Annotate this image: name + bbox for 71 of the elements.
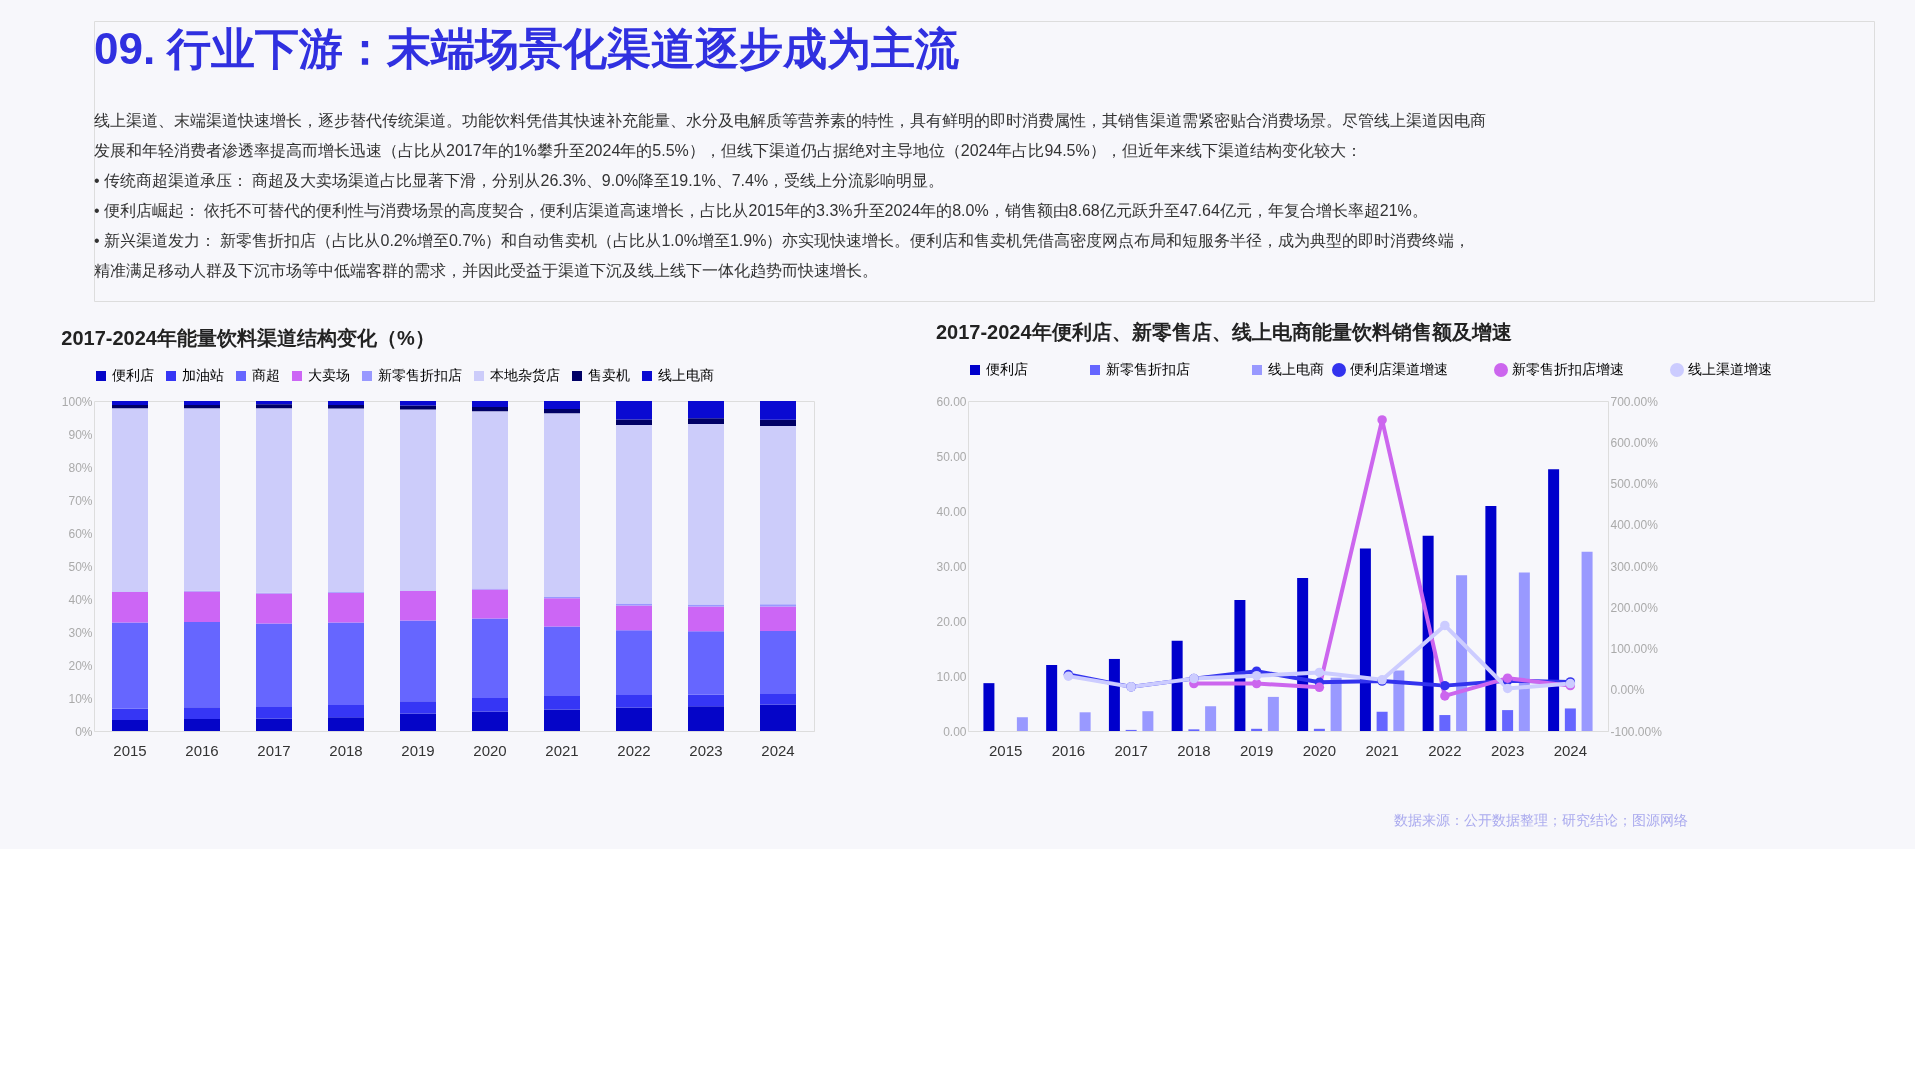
y-tick-label: 80% xyxy=(68,460,93,475)
y2-tick-label: 500.00% xyxy=(1610,477,1659,491)
legend-label: 新零售折扣店 xyxy=(378,367,462,383)
x-tick-label: 2016 xyxy=(185,741,219,759)
x-tick-label: 2018 xyxy=(329,741,363,759)
y-tick-label: 10% xyxy=(68,691,93,706)
x-tick-label: 2022 xyxy=(1428,741,1462,759)
legend-label: 便利店 xyxy=(112,367,154,383)
x-tick-label: 2023 xyxy=(689,741,723,759)
text: • 便利店崛起： 依托不可替代的便利性与消费场景的高度契合，便利店渠道高速增长，占比从2015年的3.3%升至2024年的8.0%，销售额由8.68亿元跃升至47.64亿元，年复合增长率超21%。 xyxy=(94,202,1428,219)
legend-label: 线上渠道增速 xyxy=(1688,361,1772,377)
legend-label: 本地杂货店 xyxy=(490,367,560,383)
y2-tick-label: 200.00% xyxy=(1610,600,1659,615)
x-tick-label: 2020 xyxy=(1302,741,1337,759)
text: 09. 行业下游：末端场景化渠道逐步成为主流 xyxy=(94,24,960,73)
y-tick-label: 40% xyxy=(68,592,93,607)
text: 线上渠道、末端渠道快速增长，逐步替代传统渠道。功能饮料凭借其快速补充能量、水分及电解质等营养素的特性，具有鲜明的即时消费属性，其销售渠道需紧密贴合消费场景。尽管线上渠道因电商 xyxy=(94,112,1486,129)
y2-tick-label: 0.00% xyxy=(1610,683,1645,698)
x-tick-label: 2024 xyxy=(1553,741,1588,759)
y-tick-label: 0.00 xyxy=(943,724,967,739)
y2-tick-label: 600.00% xyxy=(1610,435,1659,450)
x-tick-label: 2017 xyxy=(257,741,291,759)
y-tick-label: 30.00 xyxy=(936,559,967,574)
y-tick-label: 20% xyxy=(68,658,93,673)
y-tick-label: 30% xyxy=(68,625,93,640)
y-tick-label: 50.00 xyxy=(936,449,967,464)
y-tick-label: 100% xyxy=(61,394,93,409)
y2-tick-label: 100.00% xyxy=(1610,642,1659,656)
x-tick-label: 2019 xyxy=(401,741,435,759)
x-tick-label: 2019 xyxy=(1239,741,1274,759)
legend-label: 线上电商 xyxy=(658,367,714,383)
source-note: 数据来源：公开数据整理；研究结论；图源网络 xyxy=(1394,812,1688,828)
legend-label: 便利店 xyxy=(986,361,1028,377)
x-tick-label: 2020 xyxy=(473,741,507,759)
legend-label: 售卖机 xyxy=(588,367,630,383)
x-tick-label: 2015 xyxy=(113,741,147,759)
text: • 新兴渠道发力： 新零售折扣店（占比从0.2%增至0.7%）和自动售卖机（占比从1.0%增至1.9%）亦实现快速增长。便利店和售卖机凭借高密度网点布局和短服务半径，成为典型的即时消费终端， xyxy=(94,232,1471,249)
x-tick-label: 2022 xyxy=(617,741,651,759)
x-tick-label: 2023 xyxy=(1490,741,1525,759)
chart-title: 2017-2024年能量饮料渠道结构变化（%） xyxy=(61,327,435,349)
x-tick-label: 2021 xyxy=(1365,741,1399,759)
y-tick-label: 90% xyxy=(68,427,93,442)
x-tick-label: 2015 xyxy=(988,741,1023,759)
y-tick-label: 10.00 xyxy=(936,669,967,684)
text: 发展和年轻消费者渗透率提高而增长迅速（占比从2017年的1%攀升至2024年的5.5%），但线下渠道仍占据绝对主导地位（2024年占比94.5%），但近年来线下渠道结构变化较大： xyxy=(94,142,1362,159)
y2-tick-label: -100.00% xyxy=(1610,724,1663,739)
legend-label: 线上电商 xyxy=(1268,361,1324,377)
y-tick-label: 20.00 xyxy=(936,614,967,629)
legend-label: 商超 xyxy=(252,367,280,383)
chart-title: 2017-2024年便利店、新零售店、线上电商能量饮料销售额及增速 xyxy=(935,321,1512,343)
x-tick-label: 2021 xyxy=(545,741,579,759)
x-tick-label: 2017 xyxy=(1114,741,1148,759)
legend-label: 便利店渠道增速 xyxy=(1350,361,1448,377)
y-tick-label: 40.00 xyxy=(936,504,967,519)
legend-label: 新零售折扣店 xyxy=(1106,361,1190,377)
y-tick-label: 50% xyxy=(68,559,93,574)
legend-label: 新零售折扣店增速 xyxy=(1512,361,1624,377)
x-tick-label: 2018 xyxy=(1177,741,1211,759)
y2-tick-label: 700.00% xyxy=(1610,394,1659,409)
y-tick-label: 60% xyxy=(68,526,93,541)
text: • 传统商超渠道承压： 商超及大卖场渠道占比显著下滑，分别从26.3%、9.0%降至19.1%、7.4%，受线上分流影响明显。 xyxy=(94,172,945,189)
y2-tick-label: 400.00% xyxy=(1610,518,1659,533)
x-tick-label: 2016 xyxy=(1051,741,1086,759)
text: 精准满足移动人群及下沉市场等中低端客群的需求，并因此受益于渠道下沉及线上线下一体化趋势而快速增长。 xyxy=(94,262,878,279)
x-tick-label: 2024 xyxy=(761,741,795,759)
y-tick-label: 0% xyxy=(75,724,93,739)
y-tick-label: 70% xyxy=(68,493,93,508)
legend-label: 加油站 xyxy=(182,367,224,383)
legend-label: 大卖场 xyxy=(308,367,350,383)
y-tick-label: 60.00 xyxy=(936,394,967,409)
y2-tick-label: 300.00% xyxy=(1610,559,1659,574)
